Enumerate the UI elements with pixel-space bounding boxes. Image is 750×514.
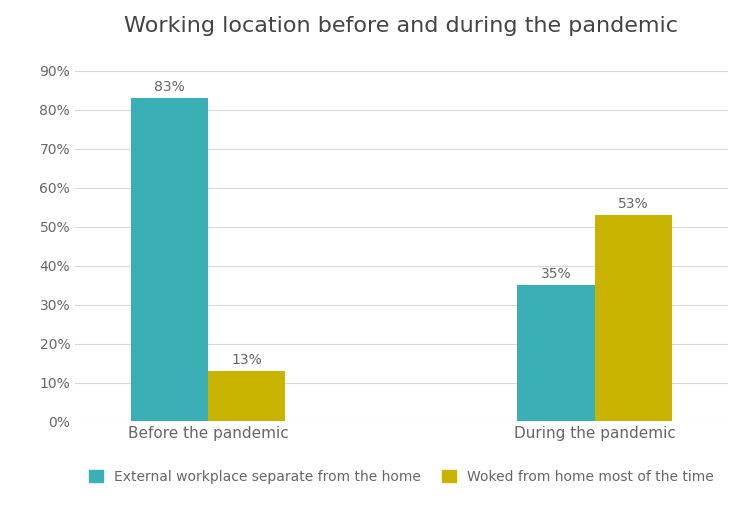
Bar [208,371,285,421]
Text: 13%: 13% [231,353,262,367]
Text: 53%: 53% [618,197,649,211]
Text: 35%: 35% [541,267,572,281]
Bar [595,215,672,421]
Title: Working location before and during the pandemic: Working location before and during the p… [124,16,678,36]
Text: 83%: 83% [154,80,184,94]
Bar [518,285,595,421]
Legend: External workplace separate from the home, Woked from home most of the time: External workplace separate from the hom… [85,466,718,488]
Bar [130,98,208,421]
